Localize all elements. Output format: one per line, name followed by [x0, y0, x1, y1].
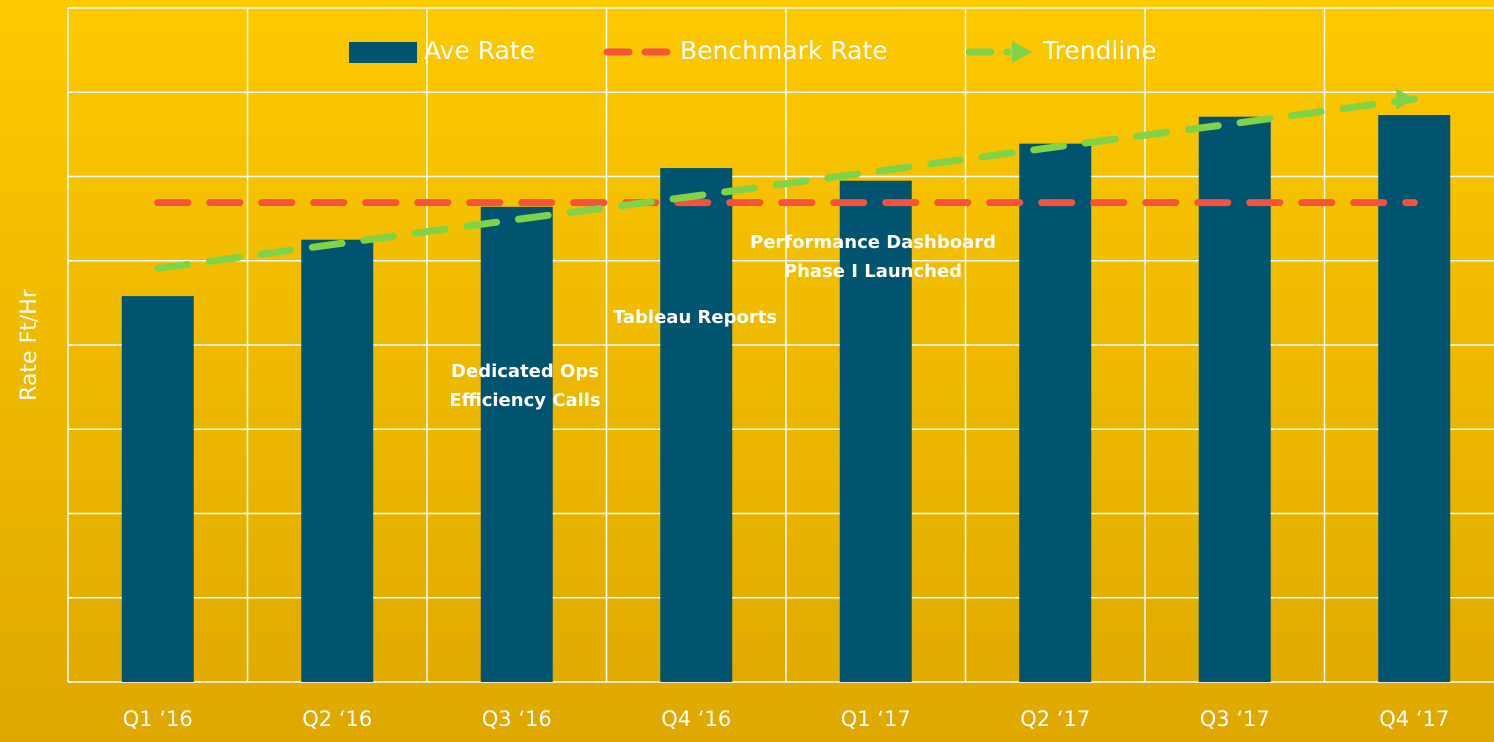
- x-tick-label: Q1 ‘17: [841, 707, 911, 731]
- x-tick-label: Q3 ‘16: [482, 707, 552, 731]
- annotation: Phase I Launched: [784, 261, 962, 282]
- x-tick-label: Q3 ‘17: [1200, 707, 1270, 731]
- legend-label: Trendline: [1042, 36, 1157, 65]
- trend-arrow: [1396, 87, 1415, 110]
- y-axis-label: Rate Ft/Hr: [17, 288, 42, 401]
- x-tick-label: Q1 ‘16: [123, 707, 193, 731]
- bar: [1198, 116, 1271, 683]
- legend-arrow: [1012, 41, 1032, 63]
- legend-label: Ave Rate: [424, 36, 535, 65]
- bar: [121, 296, 194, 682]
- series-line: [154, 95, 1418, 272]
- bar: [301, 239, 374, 682]
- bar: [1019, 143, 1092, 682]
- annotation: Performance Dashboard: [750, 232, 996, 253]
- legend-label: Benchmark Rate: [680, 36, 888, 65]
- x-tick-label: Q4 ‘16: [661, 707, 731, 731]
- bar: [480, 206, 553, 682]
- x-tick-label: Q2 ‘17: [1020, 707, 1090, 731]
- legend-swatch: [349, 42, 417, 63]
- annotation: Dedicated Ops: [451, 361, 599, 382]
- bar: [660, 168, 733, 682]
- bar: [1378, 114, 1451, 682]
- annotation: Efficiency Calls: [449, 390, 600, 411]
- x-tick-label: Q2 ‘16: [302, 707, 372, 731]
- x-tick-label: Q4 ‘17: [1379, 707, 1449, 731]
- bar: [839, 180, 912, 682]
- annotation: Tableau Reports: [613, 307, 777, 328]
